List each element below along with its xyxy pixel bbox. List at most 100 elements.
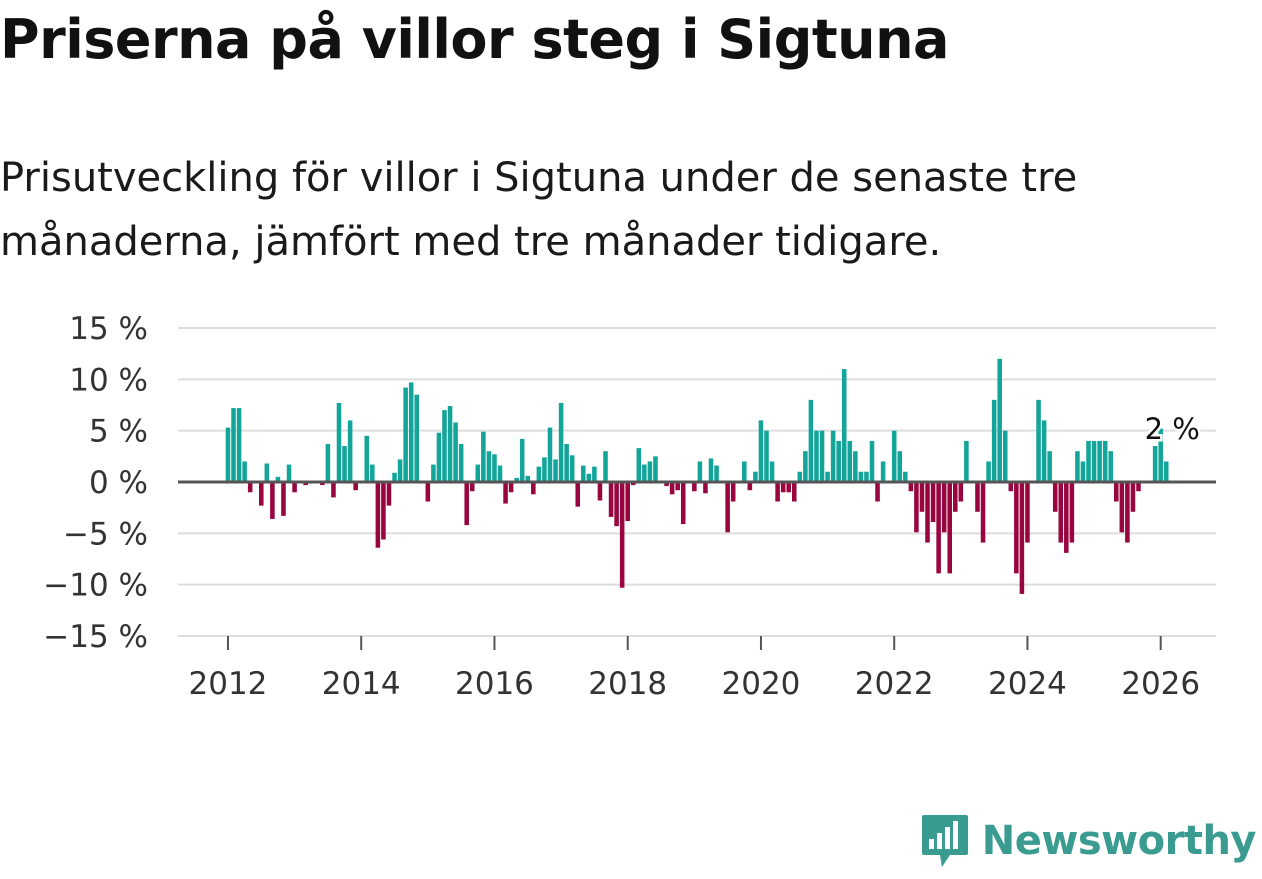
bar (780, 482, 786, 493)
bar (375, 482, 381, 548)
bar (242, 461, 247, 482)
bar (903, 471, 908, 482)
bar (1058, 482, 1064, 543)
bar (830, 430, 836, 482)
bar (630, 482, 636, 486)
bar (1075, 451, 1080, 482)
bar (347, 420, 353, 482)
bar (1163, 461, 1169, 482)
bar (519, 438, 525, 482)
bar (625, 482, 630, 522)
bar (1125, 482, 1130, 543)
y-tick-label: 0 % (89, 465, 148, 501)
bar (1108, 451, 1114, 482)
bar (292, 482, 297, 493)
bar (680, 482, 686, 525)
bar (753, 471, 758, 482)
bar (286, 464, 292, 482)
bar (264, 463, 270, 482)
brand-name: Newsworthy (981, 818, 1257, 864)
bar (569, 455, 575, 482)
bar (947, 482, 952, 574)
bar (464, 482, 469, 526)
bar (747, 482, 753, 491)
bar (891, 430, 897, 482)
bar (558, 402, 564, 482)
bar (808, 399, 814, 482)
bar (320, 482, 325, 486)
bar (1047, 451, 1052, 482)
bar (1008, 482, 1014, 492)
bar (270, 482, 275, 519)
bar (636, 448, 642, 482)
bar (914, 482, 919, 533)
bar (908, 482, 914, 492)
bar (597, 482, 603, 501)
bar (592, 466, 597, 482)
bar (730, 482, 736, 502)
bar (669, 482, 675, 495)
bar (803, 451, 808, 482)
bar (675, 482, 680, 491)
bar (953, 482, 958, 512)
bar (453, 422, 458, 482)
bar (1114, 482, 1119, 502)
bar (1002, 430, 1008, 482)
last-value-label: 2 % (1145, 412, 1200, 446)
bar (1014, 482, 1019, 574)
bar (986, 461, 991, 482)
y-tick-label: −10 % (43, 568, 148, 604)
newsworthy-logo-icon (921, 815, 968, 867)
x-tick-label: 2012 (189, 666, 268, 700)
bar (331, 482, 336, 498)
bar (742, 461, 747, 482)
bar (897, 451, 903, 482)
x-tick-label: 2022 (855, 666, 934, 700)
bar (791, 482, 797, 502)
bar (281, 482, 286, 516)
bar (1086, 440, 1091, 482)
y-tick-label: −5 % (63, 516, 148, 552)
bar (514, 477, 519, 482)
bar (531, 482, 536, 495)
bar (758, 420, 764, 482)
bar (869, 440, 875, 482)
chart-subtitle: Prisutveckling för villor i Sigtuna unde… (0, 155, 1078, 265)
labels: 15 % 10 % 5 % 0 % −5 % −10 % −15 % 2012 2014 2016… (43, 311, 1202, 700)
bar (436, 432, 442, 482)
bar (703, 482, 708, 494)
bar (1036, 399, 1041, 482)
bar (469, 482, 475, 492)
bar (619, 482, 625, 588)
bar (386, 482, 392, 506)
bar (875, 482, 880, 502)
bar (486, 451, 492, 482)
bar (1158, 428, 1163, 482)
bar (797, 471, 803, 482)
bar (225, 427, 231, 482)
x-tick-label: 2014 (322, 666, 401, 700)
bar (1130, 482, 1136, 512)
bar (447, 406, 453, 482)
x-tick-label: 2018 (588, 666, 667, 700)
bar (1064, 482, 1069, 553)
bar (275, 476, 281, 482)
bar (1080, 461, 1086, 482)
chart-title: Priserna på villor steg i Sigtuna (0, 8, 950, 71)
bar (364, 435, 370, 482)
bar (458, 444, 464, 482)
bar (697, 461, 703, 482)
bar (664, 482, 669, 487)
bar (581, 465, 586, 482)
bar (847, 440, 853, 482)
bar (925, 482, 930, 543)
bar (497, 465, 503, 482)
bar (642, 464, 647, 482)
bar (408, 382, 414, 482)
bar (481, 431, 486, 482)
bar (714, 465, 719, 482)
y-tick-label: 5 % (89, 414, 148, 450)
bar (536, 466, 542, 482)
bar (1136, 482, 1141, 492)
bar (608, 482, 614, 517)
